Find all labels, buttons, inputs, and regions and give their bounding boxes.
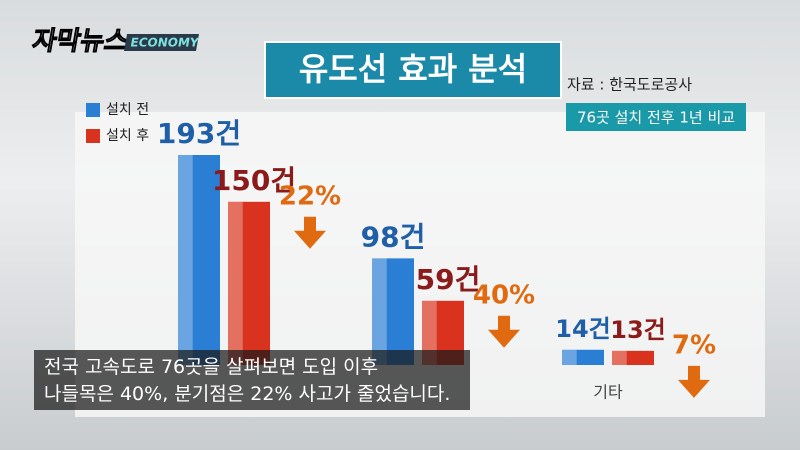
bar-highlight: [422, 300, 437, 365]
value-label: 14건: [555, 315, 610, 343]
bar: [372, 258, 414, 365]
bar-highlight: [228, 201, 243, 365]
subtitle-line: 전국 고속도로 76곳을 살펴보면 도입 이후: [44, 356, 379, 378]
value-label: 59건: [416, 263, 481, 296]
bar: [612, 350, 654, 365]
reduction-arrow: [678, 365, 710, 398]
subtitle-line: 나들목은 40%, 분기점은 22% 사고가 줄었습니다.: [44, 383, 451, 405]
reduction-arrow: [294, 216, 326, 249]
bar: [178, 155, 220, 365]
x-tick-label: 기타: [593, 383, 623, 402]
legend-label: 설치 후: [106, 128, 149, 144]
reduction-label: 22%: [279, 181, 341, 211]
logo-tag: [124, 34, 200, 51]
legend-swatch: [86, 129, 100, 143]
value-label: 13건: [610, 316, 665, 344]
bar-highlight: [612, 350, 627, 365]
title-box: [264, 41, 562, 99]
value-label: 98건: [361, 220, 426, 253]
reduction-arrow: [488, 315, 520, 348]
value-label: 193건: [157, 117, 241, 150]
legend-swatch: [86, 103, 100, 117]
value-label: 150건: [212, 164, 296, 197]
chart-title: 유도선 효과 분석: [299, 50, 527, 88]
logo: 자막뉴스 ECONOMY: [30, 26, 200, 57]
subtitle-box: 전국 고속도로 76곳을 살펴보면 도입 이후 나들목은 40%, 분기점은 2…: [34, 350, 470, 410]
bar: [228, 201, 270, 365]
reduction-label: 7%: [672, 330, 716, 360]
note-box: [566, 103, 746, 131]
bar-highlight: [372, 258, 387, 365]
logo-section: ECONOMY: [129, 36, 200, 50]
note: 76곳 설치 전후 1년 비교: [577, 109, 735, 127]
bar: [562, 349, 604, 365]
bar-highlight: [178, 155, 193, 365]
source: 자료 : 한국도로공사: [567, 76, 692, 94]
reduction-label: 40%: [473, 280, 535, 310]
logo-name: 자막뉴스: [30, 27, 131, 57]
bar-highlight: [562, 349, 577, 365]
legend-label: 설치 전: [106, 102, 149, 118]
